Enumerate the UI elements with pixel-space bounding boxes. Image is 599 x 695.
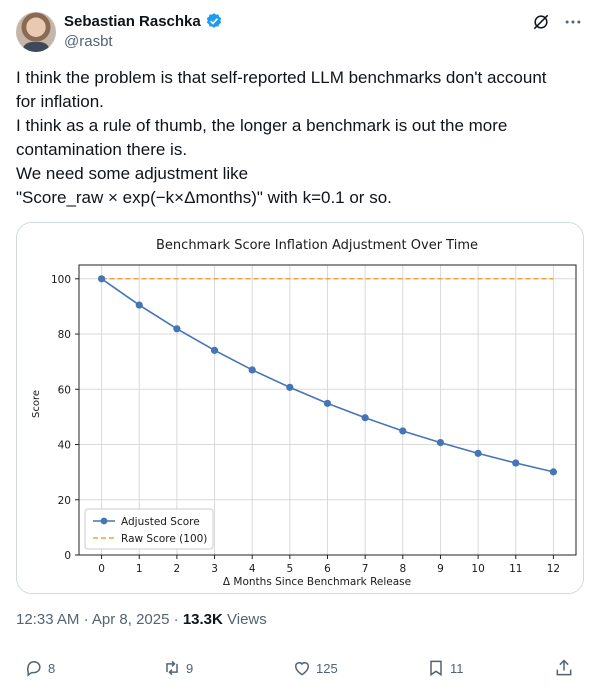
x-tick-label: 11 [509,563,522,575]
bookmark-count: 11 [450,660,464,676]
repost-icon [166,660,178,676]
author-name[interactable]: Sebastian Raschka [64,12,201,30]
x-tick-label: 9 [437,563,444,575]
x-tick-label: 10 [471,563,484,575]
x-tick-label: 7 [362,563,369,575]
x-tick-label: 12 [547,563,560,575]
y-tick-label: 100 [51,274,71,286]
tweet-line: contamination there is. [16,140,188,159]
chart-title: Benchmark Score Inflation Adjustment Ove… [156,238,478,253]
avatar[interactable] [16,12,56,52]
meta-separator: · [173,611,179,628]
bookmark-button[interactable]: 11 [426,658,464,678]
repost-button[interactable]: 9 [162,658,193,678]
repost-count: 9 [186,660,194,676]
adjusted-score-point [474,449,482,457]
x-tick-label: 4 [249,563,256,575]
x-tick-label: 6 [324,563,331,575]
author-handle[interactable]: @rasbt [64,33,113,50]
like-icon [295,662,309,676]
adjusted-score-point [173,325,181,333]
share-icon [556,659,572,676]
reply-count: 8 [48,660,56,676]
verified-icon [206,13,221,28]
x-axis-label: Δ Months Since Benchmark Release [223,576,411,588]
y-tick-label: 60 [58,384,71,396]
views-label: Views [227,611,267,628]
meta-separator: · [83,611,89,628]
adjusted-score-point [436,438,445,447]
adjusted-score-point [97,275,106,283]
legend-box [84,508,214,550]
y-tick-label: 80 [58,329,71,341]
x-tick-label: 1 [136,563,143,575]
post-time[interactable]: 12:33 AM [16,611,80,628]
tweet-line: "Score_raw × exp(−k×Δmonths)" with k=0.1… [16,188,392,207]
chart-card[interactable]: Benchmark Score Inflation Adjustment Ove… [16,222,584,594]
y-tick-label: 0 [64,550,71,562]
x-tick-label: 2 [174,563,181,575]
y-tick-label: 20 [58,495,71,507]
views-count: 13.3K [182,611,223,628]
y-tick-label: 40 [58,440,71,452]
adjusted-score-point [361,414,369,422]
adjusted-score-point [323,399,332,407]
legend-adjusted-label: Adjusted Score [121,516,200,528]
x-tick-label: 5 [287,563,294,575]
adjusted-score-point [512,459,520,467]
top-actions [531,12,583,32]
post-date[interactable]: Apr 8, 2025 [91,611,170,628]
reply-button[interactable]: 8 [24,658,55,678]
adjusted-score-point [210,346,219,354]
tweet-meta: 12:33 AM · Apr 8, 2025 · 13.3K Views [16,611,267,628]
tweet-line: We need some adjustment like [16,164,249,183]
bookmark-icon [430,660,442,677]
legend-adjusted-marker [100,517,108,525]
x-tick-label: 3 [211,563,218,575]
adjusted-score-point [399,427,407,435]
tweet-line: for inflation. [16,92,104,111]
x-tick-label: 8 [399,563,406,575]
avatar-shirt [22,42,50,52]
chart: Benchmark Score Inflation Adjustment Ove… [17,223,583,593]
x-tick-label: 0 [98,563,105,575]
legend-raw-label: Raw Score (100) [121,533,207,545]
more-icon[interactable] [563,12,583,32]
tweet-text: I think the problem is that self-reporte… [16,66,576,210]
adjusted-score-point [549,468,558,476]
reply-icon [26,661,41,677]
adjusted-score-point [286,383,294,391]
y-axis-label: Score [31,390,42,418]
like-count: 125 [316,660,338,676]
grok-icon[interactable] [531,12,551,32]
share-button[interactable] [554,658,574,678]
tweet-line: I think as a rule of thumb, the longer a… [16,116,508,135]
adjusted-score-point [135,301,143,309]
author-row: Sebastian Raschka [64,12,223,30]
like-button[interactable]: 125 [292,658,338,678]
action-bar: 8 9 125 11 [16,650,582,690]
adjusted-score-point [248,366,256,374]
tweet-line: I think the problem is that self-reporte… [16,68,547,87]
